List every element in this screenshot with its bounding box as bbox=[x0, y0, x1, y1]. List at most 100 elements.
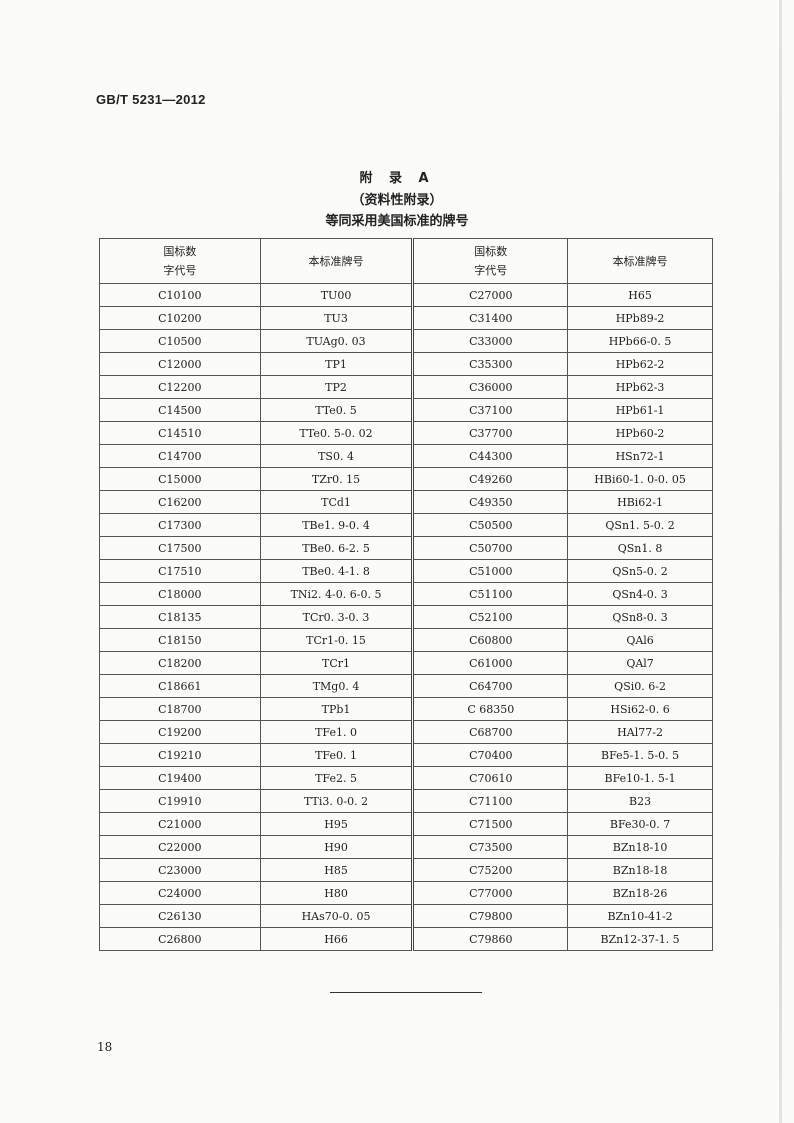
code-cell: C12200 bbox=[99, 375, 261, 399]
end-rule bbox=[330, 992, 482, 993]
table-row: C26130 HAs70-0. 05 C79800 BZn10-41-2 bbox=[99, 904, 713, 928]
table-header-row: 国标数 字代号 本标准牌号 国标数 字代号 本标准牌号 bbox=[99, 238, 713, 284]
table-row: C19210 TFe0. 1 C70400 BFe5-1. 5-0. 5 bbox=[99, 743, 713, 767]
code-cell: C26800 bbox=[99, 927, 261, 951]
code-cell: C14510 bbox=[99, 421, 261, 445]
code-cell: C23000 bbox=[99, 858, 261, 882]
code-cell: C79800 bbox=[411, 904, 569, 928]
page-number: 18 bbox=[97, 1040, 113, 1054]
grade-cell: TCd1 bbox=[259, 490, 414, 514]
table-row: C10100 TU00 C27000 H65 bbox=[99, 283, 713, 307]
table-row: C17500 TBe0. 6-2. 5 C50700 QSn1. 8 bbox=[99, 536, 713, 560]
table-row: C15000 TZr0. 15 C49260 HBi60-1. 0-0. 05 bbox=[99, 467, 713, 491]
table-row: C10200 TU3 C31400 HPb89-2 bbox=[99, 306, 713, 330]
table-row: C17510 TBe0. 4-1. 8 C51000 QSn5-0. 2 bbox=[99, 559, 713, 583]
code-cell: C50500 bbox=[411, 513, 569, 537]
grade-cell: TTe0. 5 bbox=[259, 398, 414, 422]
code-cell: C68700 bbox=[411, 720, 569, 744]
code-cell: C26130 bbox=[99, 904, 261, 928]
grade-cell: H80 bbox=[259, 881, 414, 905]
code-cell: C71500 bbox=[411, 812, 569, 836]
appendix-type: （资料性附录） bbox=[351, 193, 443, 208]
grade-cell: HSn72-1 bbox=[567, 444, 713, 468]
grade-cell: QSn5-0. 2 bbox=[567, 559, 713, 583]
grade-cell: TTe0. 5-0. 02 bbox=[259, 421, 414, 445]
grade-cell: HBi62-1 bbox=[567, 490, 713, 514]
table-row: C18000 TNi2. 4-0. 6-0. 5 C51100 QSn4-0. 3 bbox=[99, 582, 713, 606]
grade-cell: QSn1. 5-0. 2 bbox=[567, 513, 713, 537]
appendix-title: 附 录 A bbox=[359, 171, 435, 186]
grade-cell: TNi2. 4-0. 6-0. 5 bbox=[259, 582, 414, 606]
code-cell: C 68350 bbox=[411, 697, 569, 721]
code-cell: C19400 bbox=[99, 766, 261, 790]
code-cell: C10200 bbox=[99, 306, 261, 330]
table-row: C21000 H95 C71500 BFe30-0. 7 bbox=[99, 812, 713, 836]
code-cell: C18135 bbox=[99, 605, 261, 629]
appendix-subtitle: 等同采用美国标准的牌号 bbox=[325, 214, 469, 229]
grade-cell: BZn18-26 bbox=[567, 881, 713, 905]
grade-cell: TU00 bbox=[259, 283, 414, 307]
code-cell: C77000 bbox=[411, 881, 569, 905]
grade-cell: H95 bbox=[259, 812, 414, 836]
table-row: C14700 TS0. 4 C44300 HSn72-1 bbox=[99, 444, 713, 468]
code-cell: C14700 bbox=[99, 444, 261, 468]
code-cell: C44300 bbox=[411, 444, 569, 468]
code-cell: C18700 bbox=[99, 697, 261, 721]
code-cell: C51000 bbox=[411, 559, 569, 583]
code-cell: C49350 bbox=[411, 490, 569, 514]
grade-cell: HPb62-3 bbox=[567, 375, 713, 399]
grade-table: 国标数 字代号 本标准牌号 国标数 字代号 本标准牌号 C10100 TU00 C2… bbox=[99, 238, 713, 951]
grade-cell: B23 bbox=[567, 789, 713, 813]
code-cell: C18000 bbox=[99, 582, 261, 606]
table-row: C18200 TCr1 C61000 QAl7 bbox=[99, 651, 713, 675]
code-cell: C17300 bbox=[99, 513, 261, 537]
grade-cell: TFe1. 0 bbox=[259, 720, 414, 744]
grade-cell: QAl6 bbox=[567, 628, 713, 652]
code-cell: C19200 bbox=[99, 720, 261, 744]
grade-cell: TZr0. 15 bbox=[259, 467, 414, 491]
table-row: C23000 H85 C75200 BZn18-18 bbox=[99, 858, 713, 882]
code-cell: C18661 bbox=[99, 674, 261, 698]
code-cell: C70610 bbox=[411, 766, 569, 790]
grade-cell: BFe30-0. 7 bbox=[567, 812, 713, 836]
grade-cell: H66 bbox=[259, 927, 414, 951]
code-cell: C17500 bbox=[99, 536, 261, 560]
grade-cell: TFe0. 1 bbox=[259, 743, 414, 767]
grade-cell: BZn18-10 bbox=[567, 835, 713, 859]
grade-cell: TUAg0. 03 bbox=[259, 329, 414, 353]
code-cell: C37100 bbox=[411, 398, 569, 422]
table-row: C18661 TMg0. 4 C64700 QSi0. 6-2 bbox=[99, 674, 713, 698]
grade-cell: BZn18-18 bbox=[567, 858, 713, 882]
grade-cell: HBi60-1. 0-0. 05 bbox=[567, 467, 713, 491]
code-cell: C70400 bbox=[411, 743, 569, 767]
table-row: C16200 TCd1 C49350 HBi62-1 bbox=[99, 490, 713, 514]
grade-cell: TTi3. 0-0. 2 bbox=[259, 789, 414, 813]
code-cell: C14500 bbox=[99, 398, 261, 422]
code-cell: C19210 bbox=[99, 743, 261, 767]
table-row: C19200 TFe1. 0 C68700 HAl77-2 bbox=[99, 720, 713, 744]
code-cell: C24000 bbox=[99, 881, 261, 905]
code-cell: C52100 bbox=[411, 605, 569, 629]
code-cell: C71100 bbox=[411, 789, 569, 813]
column-header: 国标数 字代号 bbox=[99, 238, 261, 284]
grade-cell: HAl77-2 bbox=[567, 720, 713, 744]
grade-cell: BZn12-37-1. 5 bbox=[567, 927, 713, 951]
table-row: C19910 TTi3. 0-0. 2 C71100 B23 bbox=[99, 789, 713, 813]
code-cell: C10100 bbox=[99, 283, 261, 307]
table-row: C17300 TBe1. 9-0. 4 C50500 QSn1. 5-0. 2 bbox=[99, 513, 713, 537]
code-cell: C12000 bbox=[99, 352, 261, 376]
grade-cell: BZn10-41-2 bbox=[567, 904, 713, 928]
grade-cell: QSn8-0. 3 bbox=[567, 605, 713, 629]
column-header: 本标准牌号 bbox=[259, 238, 414, 284]
code-cell: C51100 bbox=[411, 582, 569, 606]
code-cell: C22000 bbox=[99, 835, 261, 859]
grade-cell: TBe0. 4-1. 8 bbox=[259, 559, 414, 583]
grade-cell: TFe2. 5 bbox=[259, 766, 414, 790]
code-cell: C79860 bbox=[411, 927, 569, 951]
code-cell: C18150 bbox=[99, 628, 261, 652]
grade-cell: HPb62-2 bbox=[567, 352, 713, 376]
code-cell: C61000 bbox=[411, 651, 569, 675]
grade-cell: TP1 bbox=[259, 352, 414, 376]
grade-cell: TS0. 4 bbox=[259, 444, 414, 468]
grade-cell: BFe5-1. 5-0. 5 bbox=[567, 743, 713, 767]
